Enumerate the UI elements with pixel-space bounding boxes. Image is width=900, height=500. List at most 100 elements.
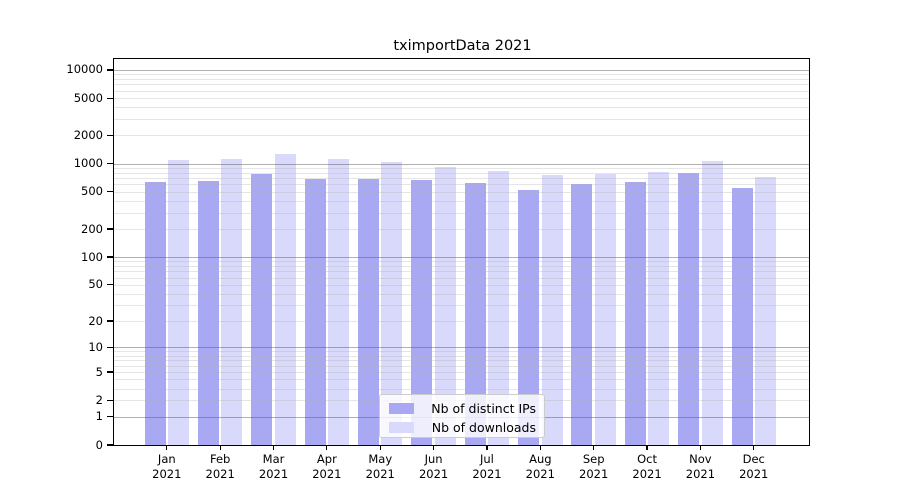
gridline-minor	[114, 271, 809, 273]
y-tick-mark	[107, 399, 113, 401]
gridline-minor	[114, 293, 809, 295]
gridline-minor	[114, 90, 809, 92]
gridline-minor	[114, 79, 809, 81]
x-tick-label-jun: Jun 2021	[418, 452, 449, 481]
y-tick-label: 500	[81, 184, 103, 199]
y-tick-mark	[107, 371, 113, 373]
bar-downloads-jan	[168, 159, 189, 445]
gridline-minor	[114, 277, 809, 279]
gridline-minor	[114, 184, 809, 186]
legend-swatch-downloads	[389, 421, 414, 434]
y-tick-label: 1000	[73, 156, 103, 171]
bar-ips-oct	[624, 182, 646, 445]
bar-downloads-mar	[274, 153, 296, 445]
plot-area: Nb of distinct IPs Nb of downloads	[113, 58, 810, 446]
gridline-minor	[114, 191, 809, 193]
y-tick-label: 10000	[66, 62, 103, 77]
legend-label-distinct-ips: Nb of distinct IPs	[431, 400, 536, 416]
bar-downloads-apr	[328, 159, 350, 445]
gridline-minor	[114, 74, 809, 76]
legend-item-downloads: Nb of downloads	[389, 418, 536, 437]
gridline-minor	[114, 388, 809, 390]
gridline-minor	[114, 167, 809, 169]
legend-swatch-distinct-ips	[389, 402, 414, 415]
gridline-minor	[114, 261, 809, 263]
x-tick-label-jul: Jul 2021	[472, 452, 502, 481]
y-tick-mark	[107, 444, 113, 446]
bar-downloads-aug	[541, 175, 563, 445]
y-tick-mark	[107, 284, 113, 286]
gridline-minor	[114, 107, 809, 109]
y-tick-mark	[107, 228, 113, 230]
bar-ips-jan	[144, 181, 166, 445]
x-tick-label-mar: Mar 2021	[258, 452, 289, 481]
x-tick-label-apr: Apr 2021	[312, 452, 342, 481]
legend-item-distinct-ips: Nb of distinct IPs	[389, 399, 536, 418]
y-tick-label: 2	[95, 392, 103, 407]
gridline-minor	[114, 98, 809, 100]
bar-downloads-jun	[434, 167, 456, 445]
y-tick-mark	[107, 191, 113, 193]
gridline-minor	[114, 321, 809, 323]
y-tick-mark	[107, 416, 113, 418]
bar-ips-apr	[304, 178, 326, 445]
gridline-minor	[114, 118, 809, 120]
x-tick-label-may: May 2021	[365, 452, 395, 481]
bar-downloads-oct	[648, 172, 670, 445]
x-tick-label-sep: Sep 2021	[579, 452, 609, 481]
gridline-minor	[114, 360, 809, 362]
x-tick-mark	[699, 446, 701, 450]
x-tick-mark	[753, 446, 755, 450]
y-tick-mark	[107, 320, 113, 322]
gridline-minor	[114, 135, 809, 137]
chart-title: tximportData 2021	[393, 38, 532, 54]
y-tick-mark	[107, 134, 113, 137]
bar-downloads-dec	[754, 176, 776, 445]
x-tick-mark	[166, 446, 168, 450]
y-tick-label: 5000	[73, 90, 103, 105]
gridline-minor	[114, 229, 809, 231]
x-tick-mark	[593, 446, 595, 450]
gridline-minor	[114, 212, 809, 214]
bar-downloads-nov	[701, 161, 723, 445]
gridline-minor	[114, 284, 809, 286]
gridline-major	[114, 347, 809, 349]
bars-layer	[114, 59, 809, 445]
bar-ips-may	[358, 179, 380, 445]
x-tick-label-nov: Nov 2021	[685, 452, 716, 481]
y-tick-label: 5	[95, 364, 103, 379]
x-tick-label-aug: Aug 2021	[525, 452, 555, 481]
x-tick-label-dec: Dec 2021	[739, 452, 769, 481]
gridline-minor	[114, 266, 809, 268]
y-tick-mark	[107, 346, 113, 348]
bar-ips-jun	[411, 179, 433, 445]
gridline-major	[114, 163, 809, 165]
gridline-minor	[114, 355, 809, 357]
bar-downloads-sep	[594, 174, 616, 445]
bar-ips-dec	[731, 187, 753, 445]
bar-downloads-jul	[488, 170, 510, 445]
bar-ips-aug	[518, 189, 540, 445]
bar-ips-jul	[464, 183, 486, 445]
gridline-major	[114, 257, 809, 259]
x-tick-mark	[486, 446, 488, 450]
x-tick-label-jan: Jan 2021	[152, 452, 182, 481]
x-tick-mark	[272, 446, 275, 450]
grid-layer	[114, 59, 809, 445]
bar-downloads-feb	[221, 158, 243, 445]
x-tick-mark	[433, 446, 435, 450]
y-tick-mark	[107, 163, 113, 165]
y-tick-mark	[107, 69, 113, 71]
y-tick-label: 20	[88, 313, 103, 328]
gridline-minor	[114, 372, 809, 374]
y-tick-label: 1	[95, 409, 103, 424]
y-tick-label: 200	[81, 221, 103, 236]
gridline-minor	[114, 178, 809, 180]
gridline-major	[114, 69, 809, 71]
gridline-minor	[114, 379, 809, 381]
x-tick-label-feb: Feb 2021	[205, 452, 235, 481]
y-tick-mark	[107, 256, 113, 258]
x-tick-mark	[539, 446, 541, 450]
gridline-minor	[114, 84, 809, 86]
